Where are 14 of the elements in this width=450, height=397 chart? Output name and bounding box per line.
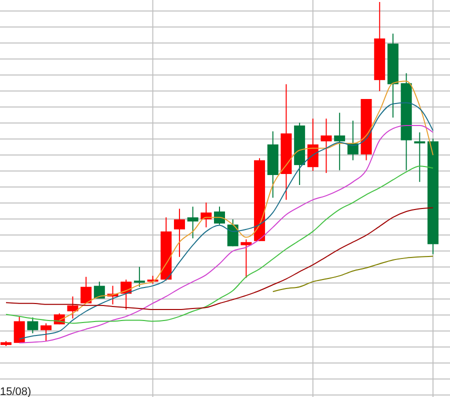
candlestick: [80, 276, 92, 304]
candlestick: [14, 316, 25, 344]
candlestick: [334, 112, 346, 171]
candlestick: [134, 266, 145, 288]
candlestick: [94, 281, 105, 300]
text: 15/08): [0, 386, 32, 397]
candlestick: [67, 296, 78, 319]
candlestick: [414, 132, 426, 182]
candlestick: [320, 118, 332, 174]
candlestick: [40, 322, 52, 342]
candlestick: [240, 238, 252, 278]
candlestick: [27, 316, 38, 334]
candlestick: [187, 206, 198, 239]
candlestick: [174, 208, 185, 258]
